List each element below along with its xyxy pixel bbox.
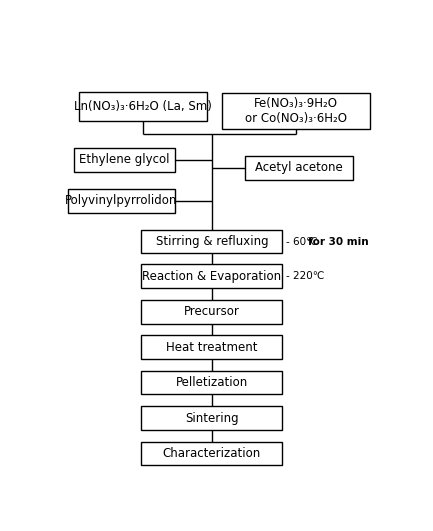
Text: Sintering: Sintering: [185, 412, 239, 425]
Bar: [141, 300, 282, 324]
Text: Heat treatment: Heat treatment: [166, 340, 258, 354]
Text: Characterization: Characterization: [163, 447, 261, 460]
Bar: [141, 371, 282, 395]
Bar: [141, 335, 282, 359]
Bar: [68, 189, 175, 212]
Text: for 30 min: for 30 min: [308, 237, 369, 246]
Bar: [141, 264, 282, 288]
Bar: [79, 92, 207, 122]
Bar: [141, 441, 282, 465]
Text: - 220℃: - 220℃: [286, 271, 324, 281]
Text: Precursor: Precursor: [184, 305, 240, 319]
Text: Reaction & Evaporation: Reaction & Evaporation: [142, 270, 281, 283]
Text: Pelletization: Pelletization: [176, 376, 248, 389]
Bar: [141, 230, 282, 253]
Text: Stirring & refluxing: Stirring & refluxing: [155, 235, 268, 248]
Text: Ethylene glycol: Ethylene glycol: [79, 153, 170, 166]
Bar: [246, 156, 353, 180]
Text: - 60℃: - 60℃: [286, 237, 321, 246]
Text: Fe(NO₃)₃·9H₂O
or Co(NO₃)₃·6H₂O: Fe(NO₃)₃·9H₂O or Co(NO₃)₃·6H₂O: [245, 97, 347, 125]
Bar: [222, 93, 369, 129]
Text: Polyvinylpyrrolidon: Polyvinylpyrrolidon: [65, 194, 178, 207]
Text: Ln(NO₃)₃·6H₂O (La, Sm): Ln(NO₃)₃·6H₂O (La, Sm): [74, 100, 212, 113]
Bar: [141, 406, 282, 430]
Text: Acetyl acetone: Acetyl acetone: [255, 161, 343, 175]
Bar: [74, 148, 175, 172]
